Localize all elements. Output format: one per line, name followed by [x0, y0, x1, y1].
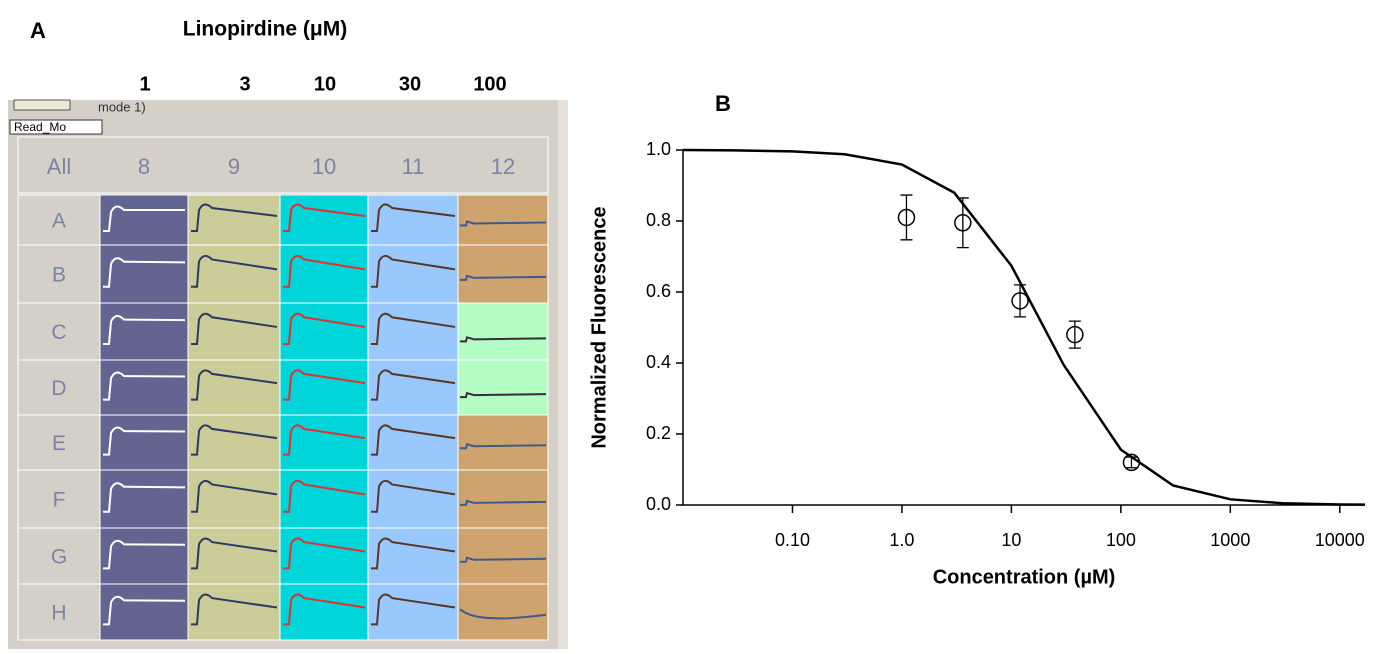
well	[368, 415, 458, 470]
well	[100, 584, 188, 640]
well	[368, 245, 458, 303]
well	[368, 360, 458, 415]
well	[100, 360, 188, 415]
well	[458, 245, 548, 303]
column-label: 9	[228, 154, 240, 179]
concentration-label: 30	[399, 73, 421, 95]
concentration-label: 10	[314, 73, 336, 95]
well	[100, 245, 188, 303]
toolbar-text: mode 1)	[98, 99, 146, 114]
header-all: All	[47, 154, 71, 179]
well	[280, 584, 368, 640]
toolbar-button[interactable]	[14, 100, 70, 110]
well	[368, 528, 458, 584]
x-tick-label: 1.0	[889, 530, 914, 550]
well	[458, 528, 548, 584]
tooltip: Read_Mo	[14, 120, 66, 134]
row-label: E	[52, 432, 66, 455]
well	[458, 470, 548, 528]
well	[368, 195, 458, 245]
x-axis-title: Concentration (µM)	[933, 566, 1116, 588]
well	[188, 584, 280, 640]
well	[458, 195, 548, 245]
well	[188, 528, 280, 584]
row-label: H	[51, 602, 66, 625]
data-point	[1012, 293, 1028, 309]
x-tick-label: 1000	[1210, 530, 1250, 550]
y-tick-label: 0.6	[646, 281, 671, 301]
well	[280, 528, 368, 584]
well	[458, 584, 548, 640]
well	[280, 245, 368, 303]
well	[100, 528, 188, 584]
x-tick-label: 10	[1001, 530, 1021, 550]
well	[188, 415, 280, 470]
well	[368, 584, 458, 640]
x-tick-label: 0.10	[775, 530, 810, 550]
panel-label: A	[30, 18, 46, 43]
well	[100, 195, 188, 245]
well	[188, 303, 280, 360]
y-tick-label: 0.2	[646, 423, 671, 443]
fit-line	[683, 150, 1365, 505]
well	[280, 195, 368, 245]
panel-label: B	[715, 91, 731, 116]
well	[280, 415, 368, 470]
well	[368, 303, 458, 360]
well	[100, 415, 188, 470]
column-label: 10	[312, 154, 336, 179]
row-label: B	[52, 264, 66, 287]
well	[280, 470, 368, 528]
well	[188, 360, 280, 415]
figure: A Linopirdine (μM) mode 1) Read_Mo B 1 3 1…	[0, 0, 1384, 649]
y-tick-label: 1.0	[646, 139, 671, 159]
well	[458, 415, 548, 470]
well	[280, 303, 368, 360]
data-point	[1067, 327, 1083, 343]
well	[100, 303, 188, 360]
header-row	[18, 137, 548, 193]
y-tick-label: 0.0	[646, 494, 671, 514]
row-label: A	[52, 210, 66, 233]
concentration-label: 100	[473, 73, 506, 95]
well	[280, 360, 368, 415]
data-point	[898, 209, 914, 225]
well	[188, 470, 280, 528]
row-label: F	[53, 489, 66, 512]
y-axis-title: Normalized Fluorescence	[588, 206, 610, 448]
well	[458, 303, 548, 360]
x-tick-label: 10000	[1315, 530, 1365, 550]
row-label: C	[51, 321, 66, 344]
column-label: 12	[491, 154, 515, 179]
row-label: G	[51, 546, 67, 569]
x-tick-label: 100	[1106, 530, 1136, 550]
column-label: 11	[402, 154, 425, 179]
concentration-label: 3	[239, 73, 250, 95]
well	[188, 195, 280, 245]
column-label: 8	[138, 154, 150, 179]
concentration-label: 1	[139, 73, 150, 95]
well	[458, 360, 548, 415]
data-point	[1123, 454, 1139, 470]
data-point	[955, 215, 971, 231]
y-tick-label: 0.8	[646, 210, 671, 230]
row-label: D	[51, 377, 66, 400]
well	[100, 470, 188, 528]
y-tick-label: 0.4	[646, 352, 671, 372]
window-edge	[558, 100, 568, 649]
well	[188, 245, 280, 303]
well	[368, 470, 458, 528]
panel-title: Linopirdine (μM)	[183, 18, 347, 41]
